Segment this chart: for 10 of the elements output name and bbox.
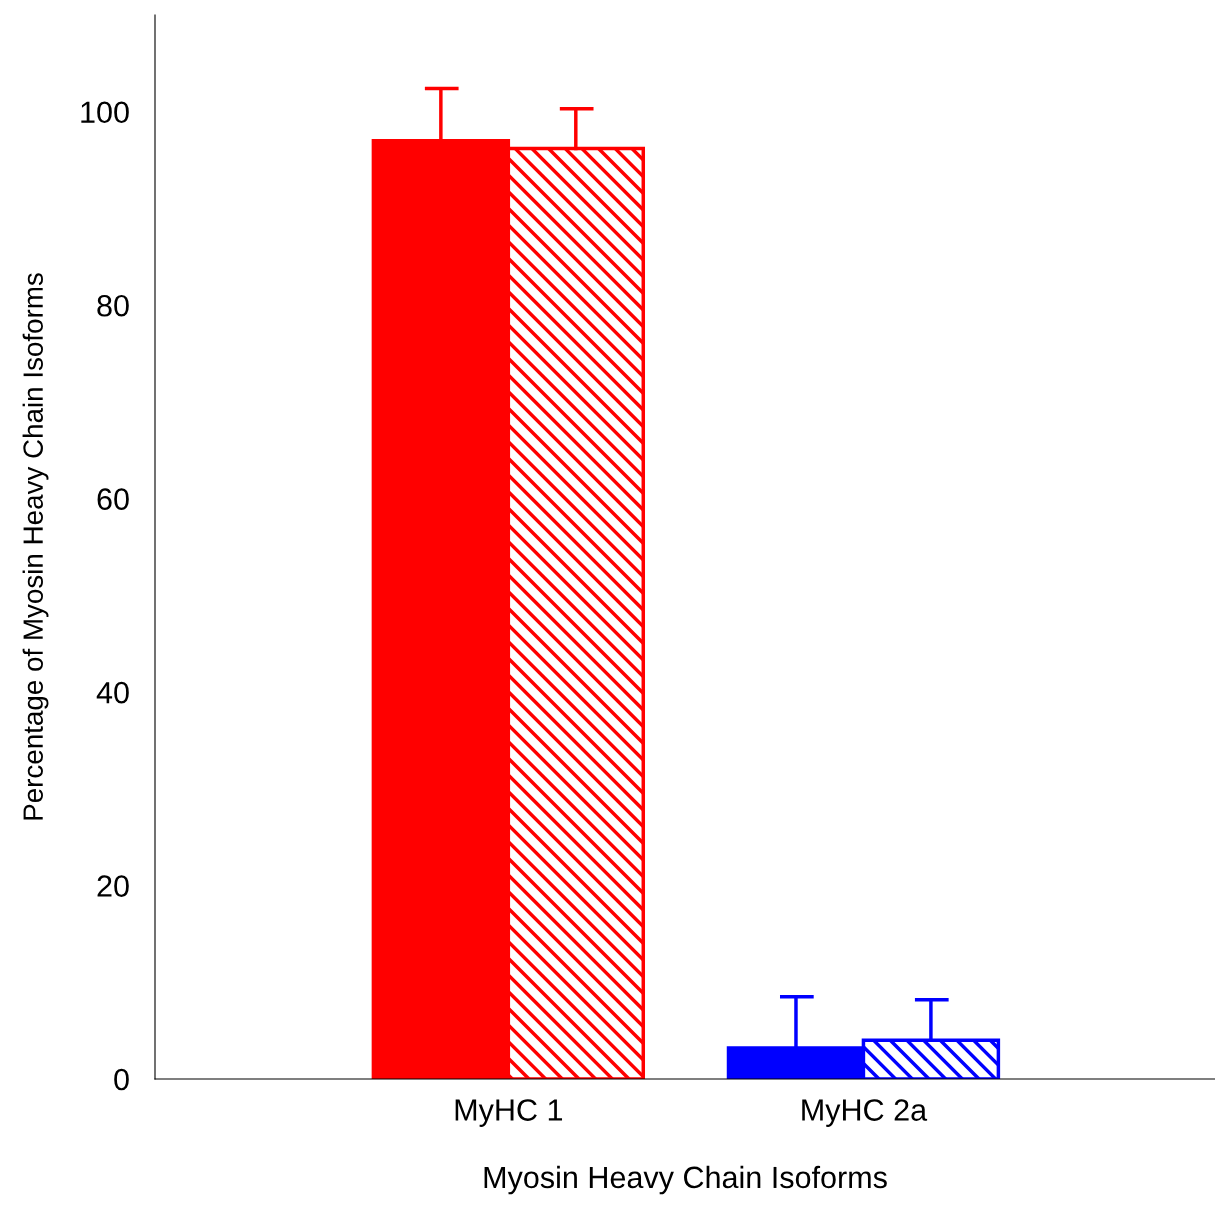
x-tick-label: MyHC 2a <box>802 1099 928 1127</box>
y-tick-label: 20 <box>97 875 129 897</box>
y-tick-label: 60 <box>97 488 129 511</box>
x-axis-title: Myosin Heavy Chain Isoforms <box>484 1165 887 1195</box>
y-tick-label: 0 <box>114 1068 129 1091</box>
y-axis-title: Percentage of Myosin Heavy Chain Isoforms <box>22 273 49 820</box>
x-tick-label: MyHC 1 <box>455 1099 563 1127</box>
y-tick-label: 40 <box>96 681 129 704</box>
y-tick-label: 100 <box>81 101 129 124</box>
y-tick-label: 80 <box>97 294 129 317</box>
